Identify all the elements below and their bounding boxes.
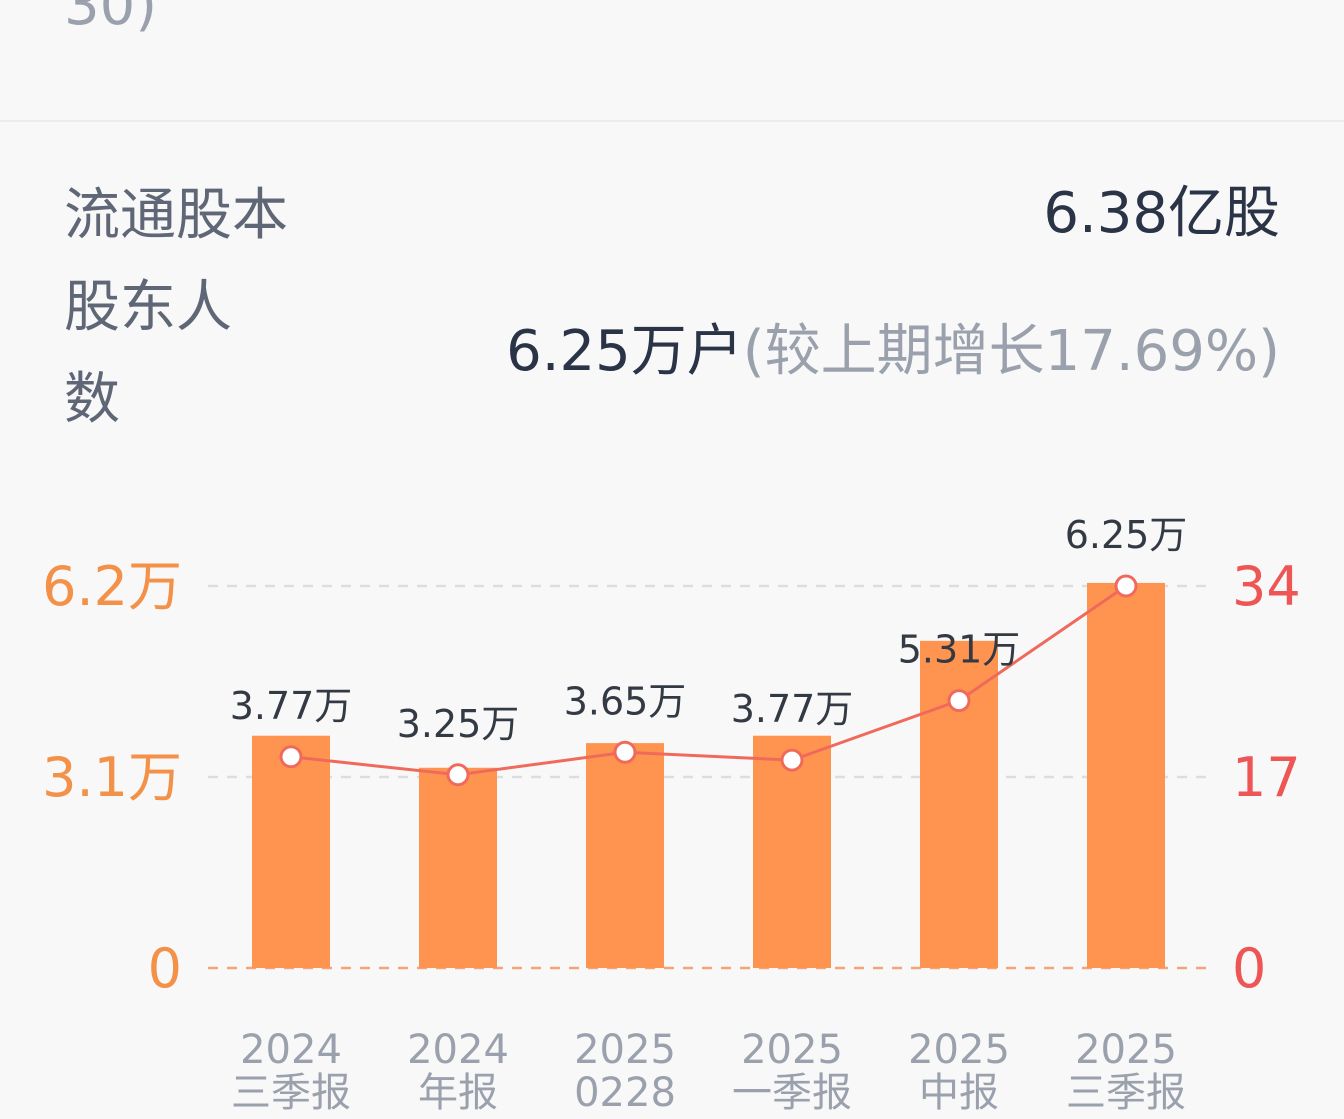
x-axis-label-year: 2025	[741, 1027, 843, 1073]
holders-chart: 0 03.1万 176.2万 342024三季报2024年报202502282025一…	[42, 513, 1301, 1116]
holders-value: 6.25万户	[506, 319, 743, 384]
x-axis-label-period: 中报	[919, 1070, 999, 1116]
holders-change-note: (较上期增长17.69%)	[742, 319, 1280, 384]
data-label: 6.25万	[1065, 513, 1188, 557]
x-axis-label-period: 一季报	[732, 1070, 852, 1116]
line-point	[1114, 574, 1138, 598]
data-label: 5.31万	[898, 628, 1021, 672]
x-axis-label-year: 2025	[908, 1027, 1010, 1073]
left-axis-tick: 0	[148, 937, 182, 1000]
bar	[252, 735, 330, 968]
data-label: 3.65万	[564, 679, 687, 723]
x-axis-label-period: 0228	[574, 1070, 676, 1116]
line-point	[780, 748, 804, 772]
bar	[586, 743, 664, 968]
left-axis-tick: 3.1万	[42, 746, 182, 809]
header-fragment: 30)	[64, 0, 158, 38]
line-point	[613, 740, 637, 764]
bar	[419, 767, 497, 968]
data-label: 3.25万	[397, 702, 520, 746]
line-series	[290, 584, 1127, 777]
holders-value-row: 6.25万户(较上期增长17.69%)	[506, 324, 1280, 380]
x-axis-label-year: 2024	[407, 1027, 509, 1073]
x-axis-label-year: 2025	[1075, 1027, 1177, 1073]
x-axis-label-year: 2025	[574, 1027, 676, 1073]
x-axis-label-period: 三季报	[231, 1070, 351, 1116]
bar	[1087, 582, 1165, 968]
x-axis-label-year: 2024	[240, 1027, 342, 1073]
data-label: 3.77万	[230, 684, 353, 728]
right-axis-tick: 17	[1232, 746, 1301, 809]
right-axis-tick: 0	[1232, 937, 1266, 1000]
float-shares-value: 6.38亿股	[1043, 181, 1280, 246]
holders-label: 股东人数	[64, 275, 232, 432]
float-shares-label: 流通股本	[64, 183, 288, 248]
line-point	[947, 689, 971, 713]
right-axis-tick: 34	[1232, 555, 1301, 618]
bar	[753, 735, 831, 968]
divider	[0, 120, 1344, 122]
x-axis-label-period: 三季报	[1066, 1070, 1186, 1116]
line-point	[446, 763, 470, 787]
data-label: 3.77万	[731, 687, 854, 731]
x-axis-label-period: 年报	[418, 1070, 498, 1116]
line-point	[279, 745, 303, 769]
left-axis-tick: 6.2万	[42, 555, 182, 618]
